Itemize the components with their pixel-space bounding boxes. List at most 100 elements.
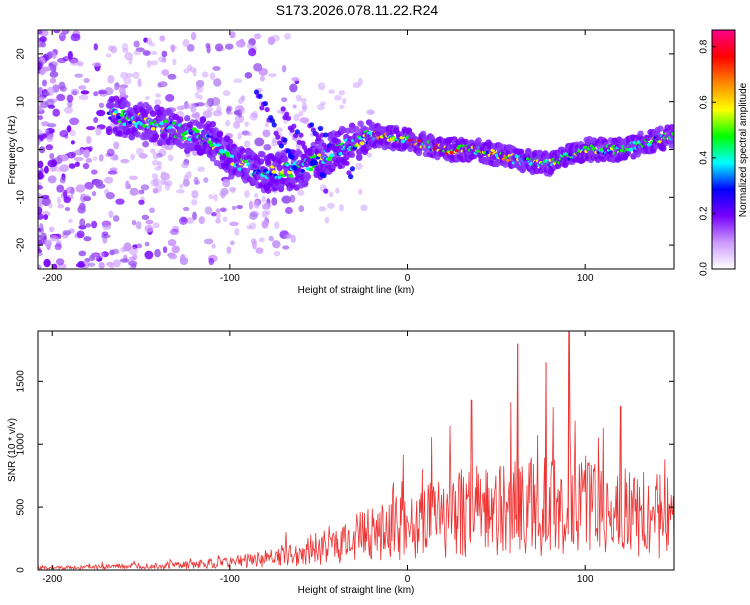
heatmap-faint-blob <box>240 95 245 100</box>
heatmap-noise-blob <box>212 66 221 71</box>
heatmap-noise-blob <box>281 64 287 73</box>
heatmap-noise-blob <box>78 94 89 101</box>
heatmap-noise-blob <box>144 250 154 260</box>
heatmap-noise-blob <box>142 50 151 56</box>
heatmap-streak-blob <box>321 142 327 148</box>
heatmap-faint-blob <box>318 206 327 212</box>
heatmap-faint-blob <box>183 68 190 74</box>
heatmap-noise-blob <box>38 185 43 190</box>
heatmap-noise-blob <box>38 251 43 257</box>
heatmap-noise-blob <box>79 218 86 227</box>
heatmap-noise-blob <box>214 43 224 52</box>
heatmap-ridge-core <box>514 154 520 159</box>
x-tick-label: -200 <box>42 574 62 585</box>
heatmap-noise-blob <box>52 108 60 117</box>
heatmap-noise-blob <box>181 161 189 169</box>
heatmap-noise-blob <box>39 227 45 235</box>
heatmap-noise-blob <box>93 91 99 97</box>
heatmap-noise-blob <box>68 163 76 169</box>
heatmap-noise-blob <box>47 159 58 168</box>
heatmap-streak-blob <box>271 122 277 128</box>
heatmap-faint-blob <box>258 237 265 243</box>
y-tick-label: -10 <box>16 190 27 205</box>
heatmap-faint-blob <box>234 227 240 236</box>
heatmap-streak-blob <box>275 134 281 140</box>
heatmap-faint-blob <box>244 121 249 127</box>
heatmap-faint-blob <box>152 152 159 160</box>
heatmap-noise-blob <box>38 30 43 35</box>
heatmap-noise-blob <box>40 42 47 48</box>
heatmap-ridge-core <box>159 121 165 126</box>
heatmap-faint-blob <box>195 83 202 90</box>
heatmap-faint-blob <box>120 71 128 80</box>
heatmap-noise-blob <box>215 218 221 224</box>
heatmap-noise-blob <box>109 249 115 256</box>
heatmap-noise-blob <box>91 62 102 67</box>
heatmap-noise-blob <box>38 86 44 96</box>
heatmap-noise-blob <box>66 125 72 133</box>
heatmap-noise-blob <box>49 235 59 242</box>
heatmap-ridge-outer <box>265 158 272 166</box>
heatmap-faint-blob <box>246 131 252 137</box>
heatmap-faint-blob <box>128 57 133 65</box>
heatmap-noise-blob <box>69 129 76 137</box>
heatmap-noise-blob <box>73 157 84 162</box>
heatmap-faint-blob <box>172 58 177 66</box>
heatmap-ridge-outer <box>239 147 246 154</box>
heatmap-noise-blob <box>43 258 51 268</box>
heatmap-noise-blob <box>229 221 239 227</box>
heatmap-faint-blob <box>338 90 346 96</box>
heatmap-noise-blob <box>56 184 65 193</box>
heatmap-faint-blob <box>191 199 198 206</box>
heatmap-noise-blob <box>39 36 47 43</box>
heatmap-ridge-outer <box>596 142 603 150</box>
heatmap-streak-blob <box>289 154 295 160</box>
heatmap-noise-blob <box>49 152 55 160</box>
heatmap-faint-blob <box>295 94 302 102</box>
heatmap-streak-blob <box>253 89 260 95</box>
heatmap-ridge-outer <box>624 149 632 157</box>
heatmap-ridge-outer <box>184 115 191 122</box>
heatmap-ridge-outer <box>668 123 674 131</box>
heatmap-noise-blob <box>44 239 52 248</box>
heatmap-noise-blob <box>93 116 99 124</box>
heatmap-noise-blob <box>104 87 114 96</box>
heatmap-streak-blob <box>298 132 304 138</box>
heatmap-faint-blob <box>167 154 174 162</box>
heatmap-noise-blob <box>260 75 265 82</box>
heatmap-noise-blob <box>204 206 213 215</box>
heatmap-noise-blob <box>64 207 71 212</box>
heatmap-noise-blob <box>83 236 92 242</box>
heatmap-ridge-outer <box>259 151 266 158</box>
heatmap-faint-blob <box>151 159 160 166</box>
heatmap-noise-blob <box>193 176 199 185</box>
heatmap-noise-blob <box>192 211 197 221</box>
heatmap-faint-blob <box>222 89 231 97</box>
x-tick-label: 100 <box>577 574 594 585</box>
heatmap-faint-blob <box>154 166 162 171</box>
heatmap-noise-blob <box>289 83 298 93</box>
heatmap-noise-blob <box>59 176 66 184</box>
heatmap-faint-blob <box>360 204 368 212</box>
heatmap-streak-blob <box>284 111 290 117</box>
heatmap-noise-blob <box>253 199 260 209</box>
heatmap-faint-blob <box>276 127 284 133</box>
heatmap-faint-blob <box>150 50 158 55</box>
heatmap-streak-blob <box>294 129 300 135</box>
heatmap-noise-blob <box>78 224 87 230</box>
heatmap-noise-blob <box>229 240 235 246</box>
heatmap-noise-blob <box>84 181 94 190</box>
heatmap-streak-blob <box>264 106 270 113</box>
heatmap-faint-blob <box>215 212 221 220</box>
heatmap-noise-blob <box>128 260 138 267</box>
heatmap-noise-blob <box>89 254 96 262</box>
heatmap-streak-blob <box>305 156 311 163</box>
heatmap-noise-blob <box>172 225 180 233</box>
heatmap-ridge-core <box>271 170 277 174</box>
heatmap-streak-blob <box>289 127 295 133</box>
heatmap-faint-blob <box>135 189 143 195</box>
heatmap-faint-blob <box>355 162 363 170</box>
heatmap-noise-blob <box>104 176 114 184</box>
heatmap-noise-blob <box>85 126 96 131</box>
